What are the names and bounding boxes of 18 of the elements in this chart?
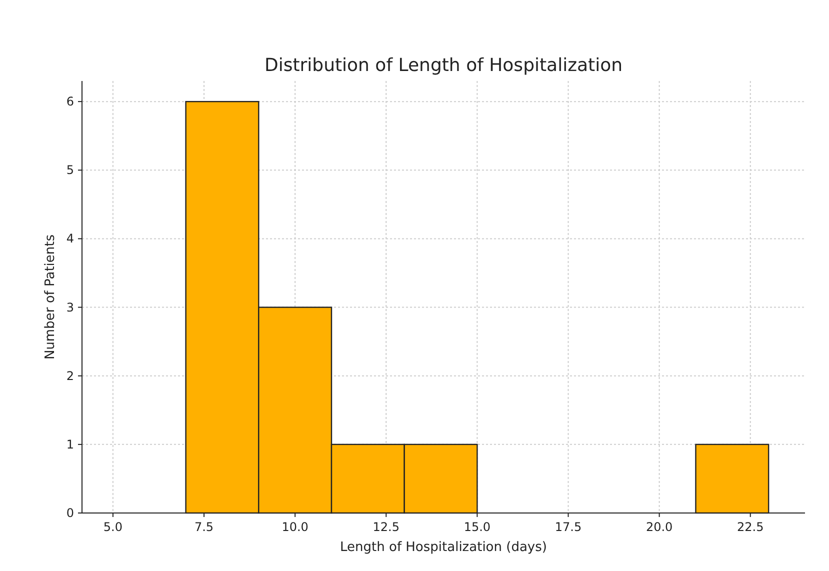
x-tick-label: 12.5 (372, 520, 400, 534)
x-tick-label: 15.0 (464, 520, 491, 534)
x-axis-title: Length of Hospitalization (days) (340, 540, 547, 555)
y-tick-label: 1 (66, 437, 74, 452)
x-tick-label: 22.5 (737, 520, 764, 534)
x-tick-label: 17.5 (554, 520, 582, 534)
y-tick-label: 4 (66, 232, 74, 246)
chart-title: Distribution of Length of Hospitalization (264, 55, 623, 76)
y-tick-label: 0 (66, 506, 74, 520)
y-axis-title: Number of Patients (43, 234, 58, 360)
x-tick-label: 10.0 (282, 520, 308, 534)
y-tick-label: 6 (66, 94, 74, 109)
y-tick-label: 2 (66, 368, 74, 383)
x-tick-label: 7.5 (194, 520, 214, 534)
y-tick-label: 3 (66, 300, 74, 314)
x-tick-label: 20.0 (646, 520, 673, 534)
y-tick-label: 5 (66, 163, 74, 178)
x-tick-label: 5.0 (103, 520, 123, 534)
